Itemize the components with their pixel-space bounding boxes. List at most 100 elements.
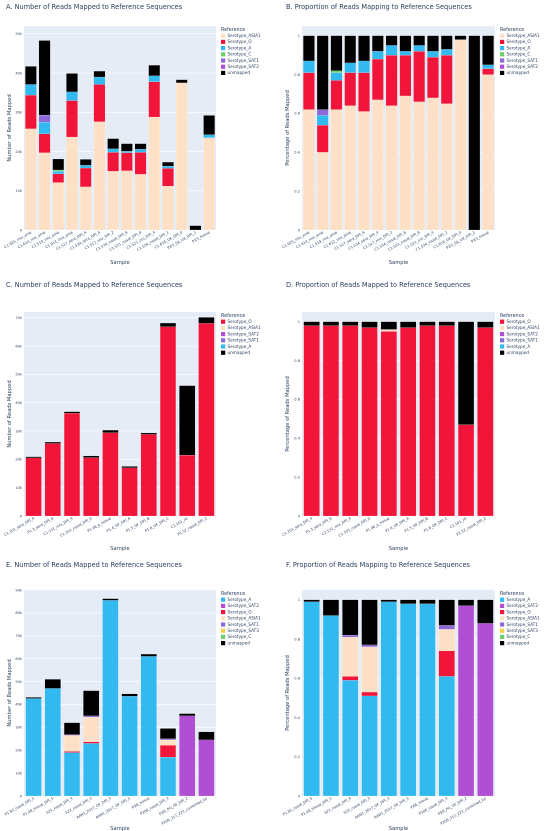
bar-segment bbox=[316, 35, 329, 110]
bar-segment bbox=[66, 73, 78, 92]
bar-segment bbox=[52, 158, 64, 171]
y-tick-label: 10k bbox=[15, 189, 23, 193]
legend-swatch bbox=[500, 628, 505, 633]
bar-segment bbox=[93, 71, 106, 78]
bar-segment bbox=[140, 654, 157, 657]
bar-segment bbox=[438, 625, 455, 630]
chart-title: E. Number of Reads Mapped to Reference S… bbox=[6, 561, 182, 569]
y-tick-label: 40k bbox=[15, 703, 23, 707]
bar-segment bbox=[121, 143, 133, 152]
bar-segment bbox=[482, 74, 494, 231]
legend-item: unmapped bbox=[228, 640, 251, 645]
legend-item: Serotype_ASIA1 bbox=[228, 616, 261, 621]
legend-swatch bbox=[221, 616, 226, 621]
bar-segment bbox=[121, 151, 133, 153]
bar-segment bbox=[83, 690, 100, 716]
legend-item: unmapped bbox=[228, 350, 251, 355]
y-axis-label: Percentage of Reads Mapped bbox=[285, 90, 291, 166]
bar-segment bbox=[427, 57, 439, 98]
bar-segment bbox=[162, 162, 174, 167]
bar-segment bbox=[176, 79, 188, 83]
bar-segment bbox=[372, 51, 384, 60]
bar-segment bbox=[399, 95, 412, 231]
legend-item: Serotype_C bbox=[507, 52, 531, 57]
y-tick-label: 90k bbox=[15, 588, 23, 592]
x-tick-label: AAN1_2017_OF_DPI_3 bbox=[354, 796, 390, 819]
legend-swatch bbox=[221, 52, 226, 57]
legend-swatch bbox=[500, 344, 505, 349]
legend-item: Serotype_O bbox=[228, 609, 253, 614]
bar-segment bbox=[25, 698, 42, 797]
bar-segment bbox=[162, 168, 174, 187]
bar-segment bbox=[372, 99, 384, 231]
y-tick-label: 80k bbox=[15, 611, 23, 615]
bar-segment bbox=[330, 70, 343, 73]
bar-segment bbox=[344, 35, 356, 63]
legend-swatch bbox=[221, 70, 226, 75]
legend-swatch bbox=[221, 64, 226, 69]
bar-segment bbox=[330, 72, 343, 81]
legend-item: Serotype_A bbox=[228, 45, 252, 50]
bar-segment bbox=[102, 600, 119, 797]
bar-segment bbox=[322, 325, 339, 517]
bar-segment bbox=[385, 45, 398, 56]
legend-swatch bbox=[221, 628, 226, 633]
bar-segment bbox=[358, 35, 370, 62]
legend-swatch bbox=[500, 332, 505, 337]
bar-segment bbox=[361, 691, 378, 697]
legend-item: Serotype_ASIA1 bbox=[507, 616, 540, 621]
bar-segment bbox=[121, 467, 138, 517]
bar-segment bbox=[342, 637, 359, 677]
bar-segment bbox=[361, 327, 378, 517]
legend-item: Serotype_C bbox=[228, 634, 252, 639]
legend-item: unmapped bbox=[507, 640, 530, 645]
bar-segment bbox=[160, 738, 176, 740]
legend-item: Serotype_SAT1 bbox=[507, 338, 539, 343]
y-tick-label: 40k bbox=[15, 401, 23, 405]
bar-segment bbox=[52, 173, 64, 183]
y-tick-label: 0 bbox=[298, 228, 301, 232]
legend-swatch bbox=[500, 46, 505, 51]
bar-segment bbox=[468, 35, 481, 231]
bar-segment bbox=[93, 121, 106, 231]
bar-segment bbox=[438, 650, 455, 677]
bar-segment bbox=[203, 134, 215, 138]
legend-item: Serotype_SAT3 bbox=[228, 628, 260, 633]
chart-title: D. Proportion of Reads Mapped to Referen… bbox=[286, 281, 471, 289]
bar-segment bbox=[83, 455, 100, 458]
chart-title: C. Number of Reads Mapped to Reference S… bbox=[6, 281, 183, 289]
legend-swatch bbox=[221, 603, 226, 608]
bar-segment bbox=[342, 599, 359, 636]
bar-segment bbox=[380, 601, 397, 797]
bar-segment bbox=[344, 105, 356, 231]
chart-panel-1: B. Proportion of Reads Mapping to Refere… bbox=[282, 3, 540, 266]
bar-segment bbox=[38, 152, 51, 231]
y-tick-label: 70k bbox=[15, 634, 23, 638]
legend-swatch bbox=[221, 641, 226, 646]
y-tick-label: 1 bbox=[298, 34, 300, 38]
bar-segment bbox=[148, 81, 160, 118]
bar-segment bbox=[342, 325, 359, 517]
bar-segment bbox=[80, 167, 92, 187]
bar-segment bbox=[160, 326, 176, 517]
bar-segment bbox=[134, 174, 147, 231]
bar-segment bbox=[441, 35, 453, 50]
chart-panel-3: D. Proportion of Reads Mapped to Referen… bbox=[282, 281, 540, 552]
bar-segment bbox=[25, 66, 37, 85]
legend-swatch bbox=[221, 634, 226, 639]
legend-swatch bbox=[221, 597, 226, 602]
bar-segment bbox=[198, 731, 215, 740]
bar-segment bbox=[102, 598, 119, 601]
bar-segment bbox=[160, 745, 176, 758]
x-axis-label: Sample bbox=[389, 826, 408, 831]
y-tick-label: 60k bbox=[15, 657, 23, 661]
legend-item: unmapped bbox=[507, 350, 530, 355]
legend-item: Serotype_SAT1 bbox=[228, 58, 260, 63]
bar-segment bbox=[160, 739, 176, 746]
bar-segment bbox=[134, 152, 147, 175]
bar-segment bbox=[303, 60, 315, 73]
legend-item: Serotype_A bbox=[507, 597, 531, 602]
bar-segment bbox=[25, 457, 42, 517]
x-axis-label: Sample bbox=[389, 546, 408, 552]
